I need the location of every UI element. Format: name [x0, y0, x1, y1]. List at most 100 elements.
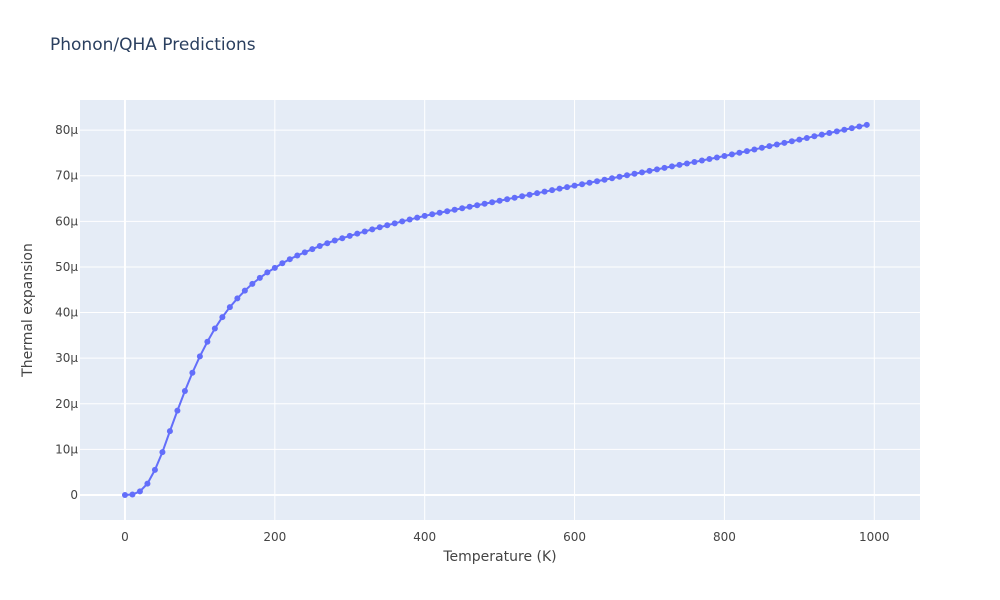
point — [181, 388, 188, 395]
point — [788, 138, 795, 145]
point — [833, 128, 840, 135]
point — [166, 428, 173, 435]
x-tick-label: 200 — [263, 530, 286, 544]
y-tick-label: 30μ — [55, 351, 78, 365]
point — [309, 246, 316, 253]
point — [638, 169, 645, 176]
point — [151, 466, 158, 473]
point — [196, 353, 203, 360]
point — [406, 216, 413, 223]
point — [511, 194, 518, 201]
point — [594, 178, 601, 185]
point — [526, 191, 533, 198]
point — [564, 184, 571, 191]
point — [444, 208, 451, 215]
point — [646, 167, 653, 174]
point — [129, 491, 136, 498]
point — [631, 170, 638, 177]
point — [436, 209, 443, 216]
point — [624, 172, 631, 179]
point — [826, 130, 833, 137]
point — [586, 179, 593, 186]
point — [683, 160, 690, 167]
point — [474, 202, 481, 209]
line — [124, 123, 868, 497]
point — [159, 449, 166, 456]
point — [713, 154, 720, 161]
x-tick-label: 0 — [121, 530, 129, 544]
y-tick-label: 60μ — [55, 214, 78, 228]
x-tick-label: 1000 — [859, 530, 890, 544]
point — [144, 480, 151, 487]
y-tick-label: 50μ — [55, 260, 78, 274]
point — [541, 188, 548, 195]
point — [728, 151, 735, 158]
point — [361, 228, 368, 235]
point — [324, 240, 331, 247]
point — [481, 200, 488, 207]
point — [856, 123, 863, 130]
x-tick-label: 600 — [563, 530, 586, 544]
point — [189, 369, 196, 376]
y-tick-label: 0 — [70, 488, 78, 502]
point — [429, 211, 436, 218]
point — [174, 407, 181, 414]
point — [219, 314, 226, 321]
point — [466, 203, 473, 210]
point — [811, 133, 818, 140]
point — [241, 287, 248, 294]
point — [863, 121, 870, 128]
y-tick-label: 40μ — [55, 306, 78, 320]
point — [751, 146, 758, 153]
point — [616, 173, 623, 180]
point — [848, 125, 855, 132]
point — [556, 185, 563, 192]
y-tick-label: 80μ — [55, 123, 78, 137]
point — [661, 164, 668, 171]
point — [489, 199, 496, 206]
point — [204, 338, 211, 345]
point — [136, 488, 143, 495]
point — [316, 242, 323, 249]
point — [803, 134, 810, 141]
point — [226, 304, 233, 311]
point — [818, 131, 825, 138]
point — [354, 230, 361, 237]
point — [549, 187, 556, 194]
point — [399, 218, 406, 225]
point — [496, 197, 503, 204]
point — [579, 181, 586, 188]
y-tick-label: 10μ — [55, 442, 78, 456]
point — [339, 235, 346, 242]
point — [271, 264, 278, 271]
y-axis-title: Thermal expansion — [20, 243, 36, 378]
plot-area — [80, 100, 920, 520]
point — [519, 193, 526, 200]
point — [376, 224, 383, 231]
x-tick-label: 400 — [413, 530, 436, 544]
point — [234, 295, 241, 302]
point — [294, 252, 301, 259]
point — [841, 126, 848, 133]
point — [301, 249, 308, 256]
point — [331, 237, 338, 244]
point — [504, 196, 511, 203]
point — [609, 175, 616, 182]
y-tick-label: 70μ — [55, 169, 78, 183]
point — [256, 274, 263, 281]
point — [691, 158, 698, 165]
point — [773, 141, 780, 148]
point — [571, 182, 578, 189]
chart-title: Phonon/QHA Predictions — [50, 35, 256, 55]
point — [421, 212, 428, 219]
point — [459, 205, 466, 212]
point — [121, 492, 128, 499]
x-axis-title: Temperature (K) — [442, 549, 556, 565]
point — [698, 157, 705, 164]
point — [766, 143, 773, 150]
point — [758, 144, 765, 151]
point — [391, 220, 398, 227]
point — [384, 222, 391, 229]
point — [706, 155, 713, 162]
